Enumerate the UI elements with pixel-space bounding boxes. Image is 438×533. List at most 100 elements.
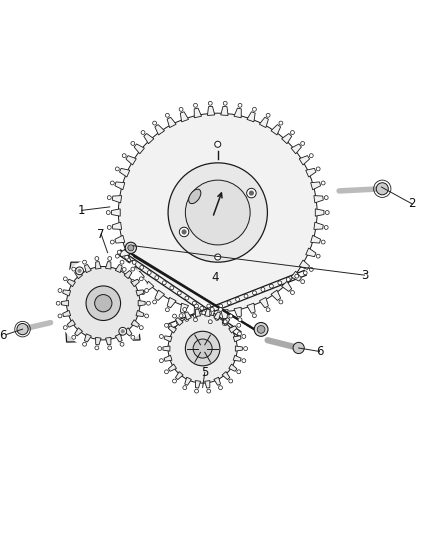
Circle shape (316, 254, 320, 258)
Circle shape (145, 314, 148, 318)
Polygon shape (167, 297, 176, 308)
Circle shape (118, 113, 317, 312)
Circle shape (325, 211, 329, 214)
Circle shape (76, 267, 83, 274)
Circle shape (207, 304, 211, 308)
Circle shape (168, 163, 268, 262)
Circle shape (210, 308, 214, 311)
Polygon shape (63, 290, 71, 296)
Circle shape (237, 324, 241, 327)
Circle shape (194, 304, 198, 308)
Circle shape (237, 332, 241, 336)
Circle shape (165, 370, 169, 374)
Circle shape (179, 227, 189, 237)
Polygon shape (306, 248, 316, 257)
Polygon shape (234, 307, 241, 317)
Polygon shape (222, 318, 230, 326)
Polygon shape (233, 336, 241, 342)
Circle shape (95, 256, 99, 261)
Circle shape (108, 346, 112, 350)
Polygon shape (95, 262, 101, 269)
Circle shape (376, 183, 389, 195)
Text: 6: 6 (316, 345, 323, 358)
Circle shape (247, 188, 256, 198)
Circle shape (132, 261, 136, 264)
Polygon shape (176, 372, 183, 379)
Circle shape (72, 335, 76, 340)
Polygon shape (124, 270, 132, 279)
Circle shape (147, 271, 151, 274)
Polygon shape (61, 301, 68, 306)
Circle shape (122, 154, 126, 158)
Polygon shape (74, 328, 82, 336)
Circle shape (119, 327, 127, 335)
Polygon shape (214, 377, 221, 385)
Circle shape (141, 290, 145, 294)
Circle shape (257, 326, 265, 333)
Circle shape (125, 242, 137, 254)
Circle shape (75, 275, 131, 332)
Circle shape (106, 101, 330, 325)
Circle shape (208, 320, 212, 324)
Polygon shape (115, 235, 125, 243)
Polygon shape (314, 222, 323, 229)
Polygon shape (185, 377, 191, 385)
Circle shape (168, 324, 172, 328)
Circle shape (159, 359, 163, 362)
Circle shape (229, 314, 233, 318)
Polygon shape (247, 303, 255, 313)
Circle shape (58, 314, 62, 318)
Circle shape (219, 308, 223, 311)
Polygon shape (234, 108, 241, 118)
Circle shape (170, 286, 174, 290)
Circle shape (244, 294, 248, 298)
Polygon shape (315, 209, 324, 216)
Polygon shape (271, 125, 281, 135)
Circle shape (286, 278, 290, 281)
Circle shape (227, 301, 231, 305)
Circle shape (229, 379, 233, 383)
Polygon shape (259, 117, 268, 127)
Polygon shape (164, 336, 172, 342)
Circle shape (279, 121, 283, 125)
Polygon shape (167, 117, 176, 127)
Circle shape (158, 346, 162, 351)
Polygon shape (95, 337, 101, 345)
Circle shape (58, 288, 62, 293)
Circle shape (131, 141, 135, 146)
Circle shape (278, 281, 282, 285)
Polygon shape (176, 318, 183, 326)
Circle shape (139, 326, 143, 329)
Text: 7: 7 (97, 228, 105, 240)
Circle shape (95, 295, 112, 312)
Circle shape (316, 167, 320, 171)
Circle shape (208, 101, 212, 105)
Circle shape (179, 108, 183, 111)
Polygon shape (131, 279, 139, 287)
Circle shape (56, 301, 60, 305)
Circle shape (223, 321, 226, 326)
Circle shape (153, 300, 156, 304)
Circle shape (166, 114, 170, 117)
Circle shape (194, 389, 198, 393)
Circle shape (290, 290, 294, 294)
Circle shape (290, 131, 294, 134)
Circle shape (83, 342, 86, 346)
Circle shape (301, 280, 304, 284)
Circle shape (125, 255, 129, 259)
Circle shape (120, 260, 124, 264)
Polygon shape (124, 328, 132, 336)
Circle shape (153, 121, 156, 125)
Circle shape (177, 322, 229, 375)
Text: 6: 6 (0, 329, 7, 342)
Polygon shape (195, 309, 201, 317)
Polygon shape (233, 356, 241, 361)
Circle shape (95, 346, 99, 350)
Circle shape (208, 311, 212, 316)
Circle shape (193, 314, 197, 318)
Circle shape (179, 314, 183, 318)
Circle shape (242, 359, 246, 362)
Circle shape (139, 277, 143, 281)
Circle shape (72, 267, 76, 271)
Circle shape (185, 332, 220, 366)
